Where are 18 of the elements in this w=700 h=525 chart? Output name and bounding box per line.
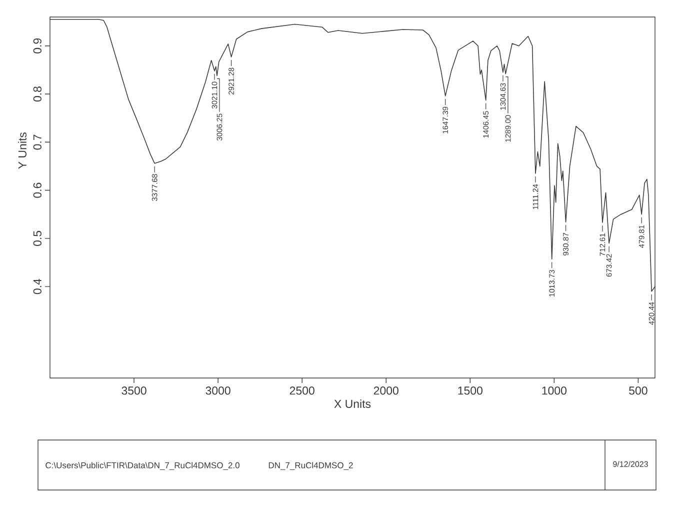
x-axis-title: X Units xyxy=(334,400,371,408)
x-tick-label: 2500 xyxy=(290,386,314,395)
y-tick-label: 0.7 xyxy=(33,134,42,150)
y-axis-title: Y Units xyxy=(18,132,26,169)
y-tick-label: 0.8 xyxy=(33,86,42,102)
x-tick-label: 3500 xyxy=(122,386,146,395)
y-tick-label: 0.6 xyxy=(33,182,42,198)
y-tick-label: 0.4 xyxy=(33,278,42,294)
x-tick-label: 1500 xyxy=(458,386,482,395)
x-tick-label: 500 xyxy=(629,386,648,395)
x-tick-label: 2000 xyxy=(374,386,398,395)
text: C:\Users\Public\FTIR\Data\DN_7_RuCl4DMSO_2.0 xyxy=(46,462,240,470)
x-tick-label: 1000 xyxy=(542,386,567,395)
x-tick-label: 3000 xyxy=(206,386,230,395)
text: DN_7_RuCl4DMSO_2 xyxy=(268,462,353,470)
y-tick-label: 0.9 xyxy=(33,38,42,54)
text: 9/12/2023 xyxy=(613,461,648,467)
y-tick-label: 0.5 xyxy=(33,230,42,246)
